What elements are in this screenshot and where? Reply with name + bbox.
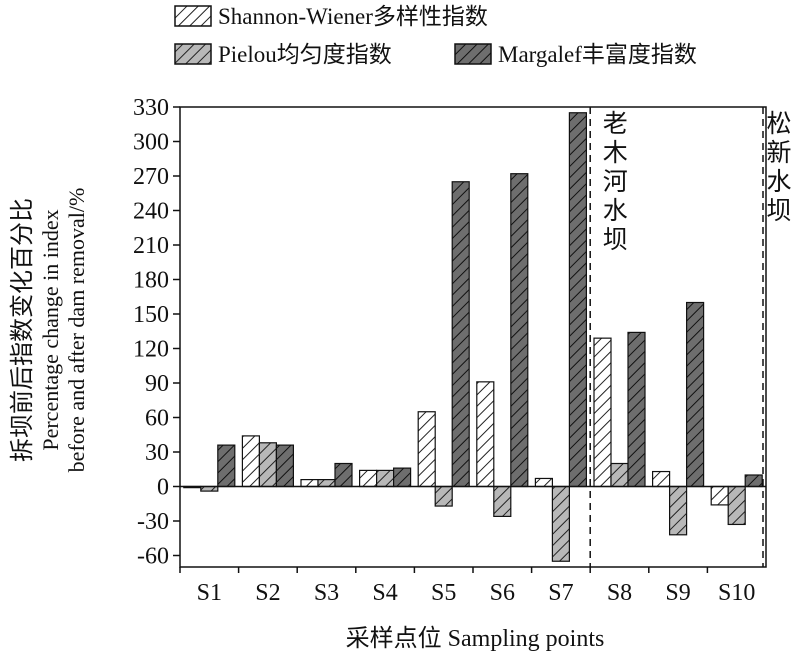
y-tick-label: 300 — [133, 130, 169, 156]
x-tick-label: S9 — [665, 580, 690, 606]
bar-margalef-s8 — [627, 331, 646, 488]
dam-label-char: 河 — [603, 167, 628, 196]
bar-pielou-s5 — [434, 485, 453, 507]
y-axis-title-en-line1: Percentage change in index — [38, 209, 63, 450]
y-tick-label: 60 — [145, 406, 169, 432]
x-tick-label: S2 — [255, 580, 280, 606]
bar-margalef-s10 — [744, 474, 763, 488]
legend: Shannon-Wiener多样性指数 Pielou均匀度指数 Margalef… — [174, 4, 697, 67]
dam-label-char: 松 — [766, 109, 791, 138]
legend-label-shannon: Shannon-Wiener多样性指数 — [218, 4, 488, 29]
x-tick-label: S8 — [607, 580, 632, 606]
y-tick-label: -60 — [137, 544, 169, 570]
y-axis-title-cn: 拆坝前后指数变化百分比 — [8, 198, 36, 462]
dam-label-char: 坝 — [603, 225, 628, 254]
legend-swatch-shannon — [174, 5, 212, 27]
x-tick-label: S6 — [490, 580, 515, 606]
y-tick-label: 210 — [133, 233, 169, 259]
bar-pielou-s6 — [493, 485, 512, 517]
bar-pielou-s8 — [610, 462, 629, 488]
x-tick-label: S1 — [197, 580, 222, 606]
dam-label-char: 水 — [603, 196, 628, 225]
y-tick-label: 270 — [133, 164, 169, 190]
legend-swatch-margalef — [454, 43, 492, 65]
bar-margalef-s9 — [685, 301, 705, 488]
bar-pielou-s4 — [376, 469, 395, 488]
y-tick-label: 180 — [133, 268, 169, 294]
y-tick-label: -30 — [137, 509, 169, 535]
bar-pielou-s3 — [317, 479, 336, 488]
x-tick-label: S3 — [314, 580, 339, 606]
bar-margalef-s1 — [217, 444, 236, 488]
y-tick-label: 240 — [133, 199, 169, 225]
dam-label-char: 木 — [603, 138, 628, 167]
x-tick-label: S4 — [372, 580, 397, 606]
bar-shannon-s5 — [417, 411, 436, 488]
bar-shannon-s6 — [476, 381, 495, 488]
dam-label-char: 新 — [766, 138, 791, 167]
x-axis-title: 采样点位 Sampling points — [346, 625, 605, 652]
legend-swatch-pielou — [174, 43, 212, 65]
x-tick-label: S10 — [718, 580, 755, 606]
bar-shannon-s3 — [300, 479, 319, 488]
bar-shannon-s9 — [651, 470, 671, 488]
y-tick-label: 330 — [133, 95, 169, 121]
bar-shannon-s4 — [359, 469, 378, 488]
x-tick-label: S7 — [548, 580, 573, 606]
x-tick-label: S5 — [431, 580, 456, 606]
bar-margalef-s6 — [510, 173, 529, 488]
legend-item-shannon: Shannon-Wiener多样性指数 — [174, 4, 488, 29]
y-tick-label: 120 — [133, 337, 169, 363]
bar-pielou-s2 — [258, 442, 277, 488]
bar-margalef-s7 — [568, 112, 588, 488]
bar-margalef-s4 — [393, 467, 412, 488]
dam-label-char: 水 — [766, 167, 791, 196]
bar-pielou-s10 — [727, 485, 746, 526]
bar-shannon-s2 — [241, 435, 260, 488]
bar-margalef-s3 — [334, 462, 353, 488]
y-tick-label: 90 — [145, 371, 169, 397]
legend-label-margalef: Margalef丰富度指数 — [498, 42, 697, 67]
legend-item-margalef: Margalef丰富度指数 — [454, 42, 697, 67]
bar-pielou-s7 — [551, 485, 571, 562]
y-tick-label: 30 — [145, 440, 169, 466]
legend-label-pielou: Pielou均匀度指数 — [218, 42, 392, 67]
bar-shannon-s10 — [710, 485, 729, 506]
bars — [183, 112, 763, 562]
y-tick-label: 0 — [157, 475, 169, 501]
legend-item-pielou: Pielou均匀度指数 — [174, 42, 392, 67]
bar-margalef-s2 — [275, 444, 294, 488]
dam-label-char: 坝 — [766, 196, 791, 225]
x-ticks: S1 S2 S3 S4 S5 S6 S7 S8 S9 S10 — [179, 567, 755, 606]
dam-label-char: 老 — [603, 109, 628, 138]
bar-shannon-s7 — [534, 477, 554, 488]
bar-shannon-s8 — [593, 337, 612, 488]
y-tick-label: 150 — [133, 302, 169, 328]
bar-margalef-s5 — [451, 181, 470, 488]
bar-pielou-s9 — [668, 485, 688, 536]
y-axis-title-en-line2: before and after dam removal/% — [64, 188, 89, 473]
